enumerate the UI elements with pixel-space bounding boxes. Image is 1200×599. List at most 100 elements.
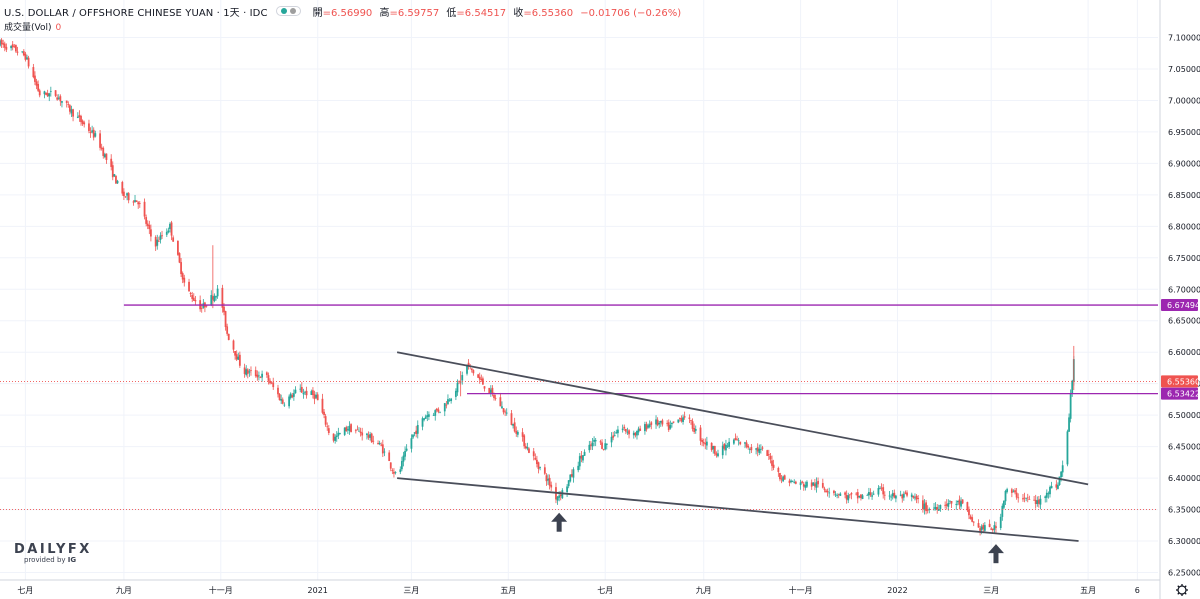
candle-body [802,483,805,487]
candle-body [1047,493,1050,495]
candle-body [223,306,225,313]
candle-body [243,367,246,374]
candle-body [901,494,904,499]
arrow-shaft [556,519,562,532]
candle-body [691,421,694,429]
candle-body [523,435,526,447]
ohlc-values: 開=6.56990 高=6.59757 低=6.54517 收=6.55360 … [313,4,686,19]
candle-body [837,493,840,495]
y-tick-label: 6.85000 [1168,191,1200,200]
candle-body [472,370,475,374]
y-tick-label: 6.80000 [1168,222,1200,231]
status-pill[interactable] [275,6,301,16]
candle-body [238,354,241,366]
candle-body [88,123,90,132]
candle-body [1061,465,1064,473]
y-tick-label: 6.50000 [1168,411,1200,420]
candle-body [11,44,14,48]
candle-body [968,509,970,516]
x-tick-label: 九月 [116,586,132,595]
y-tick-label: 6.40000 [1168,474,1200,483]
candle-body [450,398,453,402]
candle-body [412,434,414,438]
candle-body [445,404,448,406]
candle-body [189,293,192,295]
candle-body [917,498,920,499]
candle-body [1025,497,1028,499]
candle-body [99,133,101,148]
candle-body [57,97,60,99]
settings-gear-icon[interactable] [1176,584,1188,596]
candle-body [38,90,41,96]
candle-body [836,494,839,496]
candle-body [667,422,670,431]
open-label: 開 [312,7,323,19]
candle-body [915,495,918,500]
candle-body [0,39,3,45]
candle-body [624,428,627,432]
candle-body [326,426,329,428]
candle-body [610,436,613,443]
candle-body [626,431,629,433]
y-tick-label: 6.70000 [1168,285,1200,294]
candle-body [715,453,718,456]
candle-body [566,486,568,493]
low-label: 低 [446,7,457,19]
candle-body [146,223,149,226]
candle-body [937,509,940,511]
candle-body [67,104,70,105]
candle-body [83,122,86,125]
candle-body [543,467,546,474]
candle-body [904,492,907,494]
candle-body [545,475,548,482]
gear-tooth [1177,585,1180,588]
candle-body [150,229,152,237]
candle-body [265,372,268,376]
candle-body [1023,497,1026,499]
candle-body [178,253,181,263]
candle-body [682,417,684,422]
candle-body [947,502,950,507]
candle-body [123,191,125,197]
x-tick-label: 七月 [597,586,613,595]
candle-body [389,462,392,469]
candle-body [21,51,24,53]
candle-body [567,480,570,487]
candle-body [532,451,535,457]
change-value: −0.01706 (−0.26%) [580,7,682,19]
candle-body [858,496,861,498]
candle-body [461,375,464,381]
candle-body [345,427,348,432]
candle-body [701,439,704,443]
candle-body [728,441,731,447]
candle-body [902,493,905,498]
candle-body [267,375,270,381]
candle-body [713,445,716,454]
candle-body [1034,499,1037,505]
candle-body [291,395,294,398]
candle-body [925,502,927,512]
high-label: 高 [379,7,390,19]
symbol-title[interactable]: U.S. DOLLAR / OFFSHORE CHINESE YUAN · 1天… [4,7,268,19]
dailyfx-logo: DAILYFX provided by IG [14,542,92,564]
candle-body [1039,498,1042,505]
candle-body [394,472,397,474]
candle-body [312,390,314,396]
volume-indicator[interactable]: 成交量(Vol) 0 [4,20,61,33]
candle-body [539,467,541,468]
candle-body [683,416,686,418]
candle-body [49,91,52,93]
candle-body [132,201,135,203]
candle-body [321,398,324,413]
candle-body [278,393,281,401]
candle-body [192,297,195,301]
candle-body [515,430,518,434]
up-arrow-icon [987,544,1004,564]
candle-body [383,451,386,453]
candle-body [280,399,283,401]
candle-body [170,222,173,236]
candle-body [43,91,46,95]
candle-body [732,439,735,444]
candle-body [747,445,750,448]
